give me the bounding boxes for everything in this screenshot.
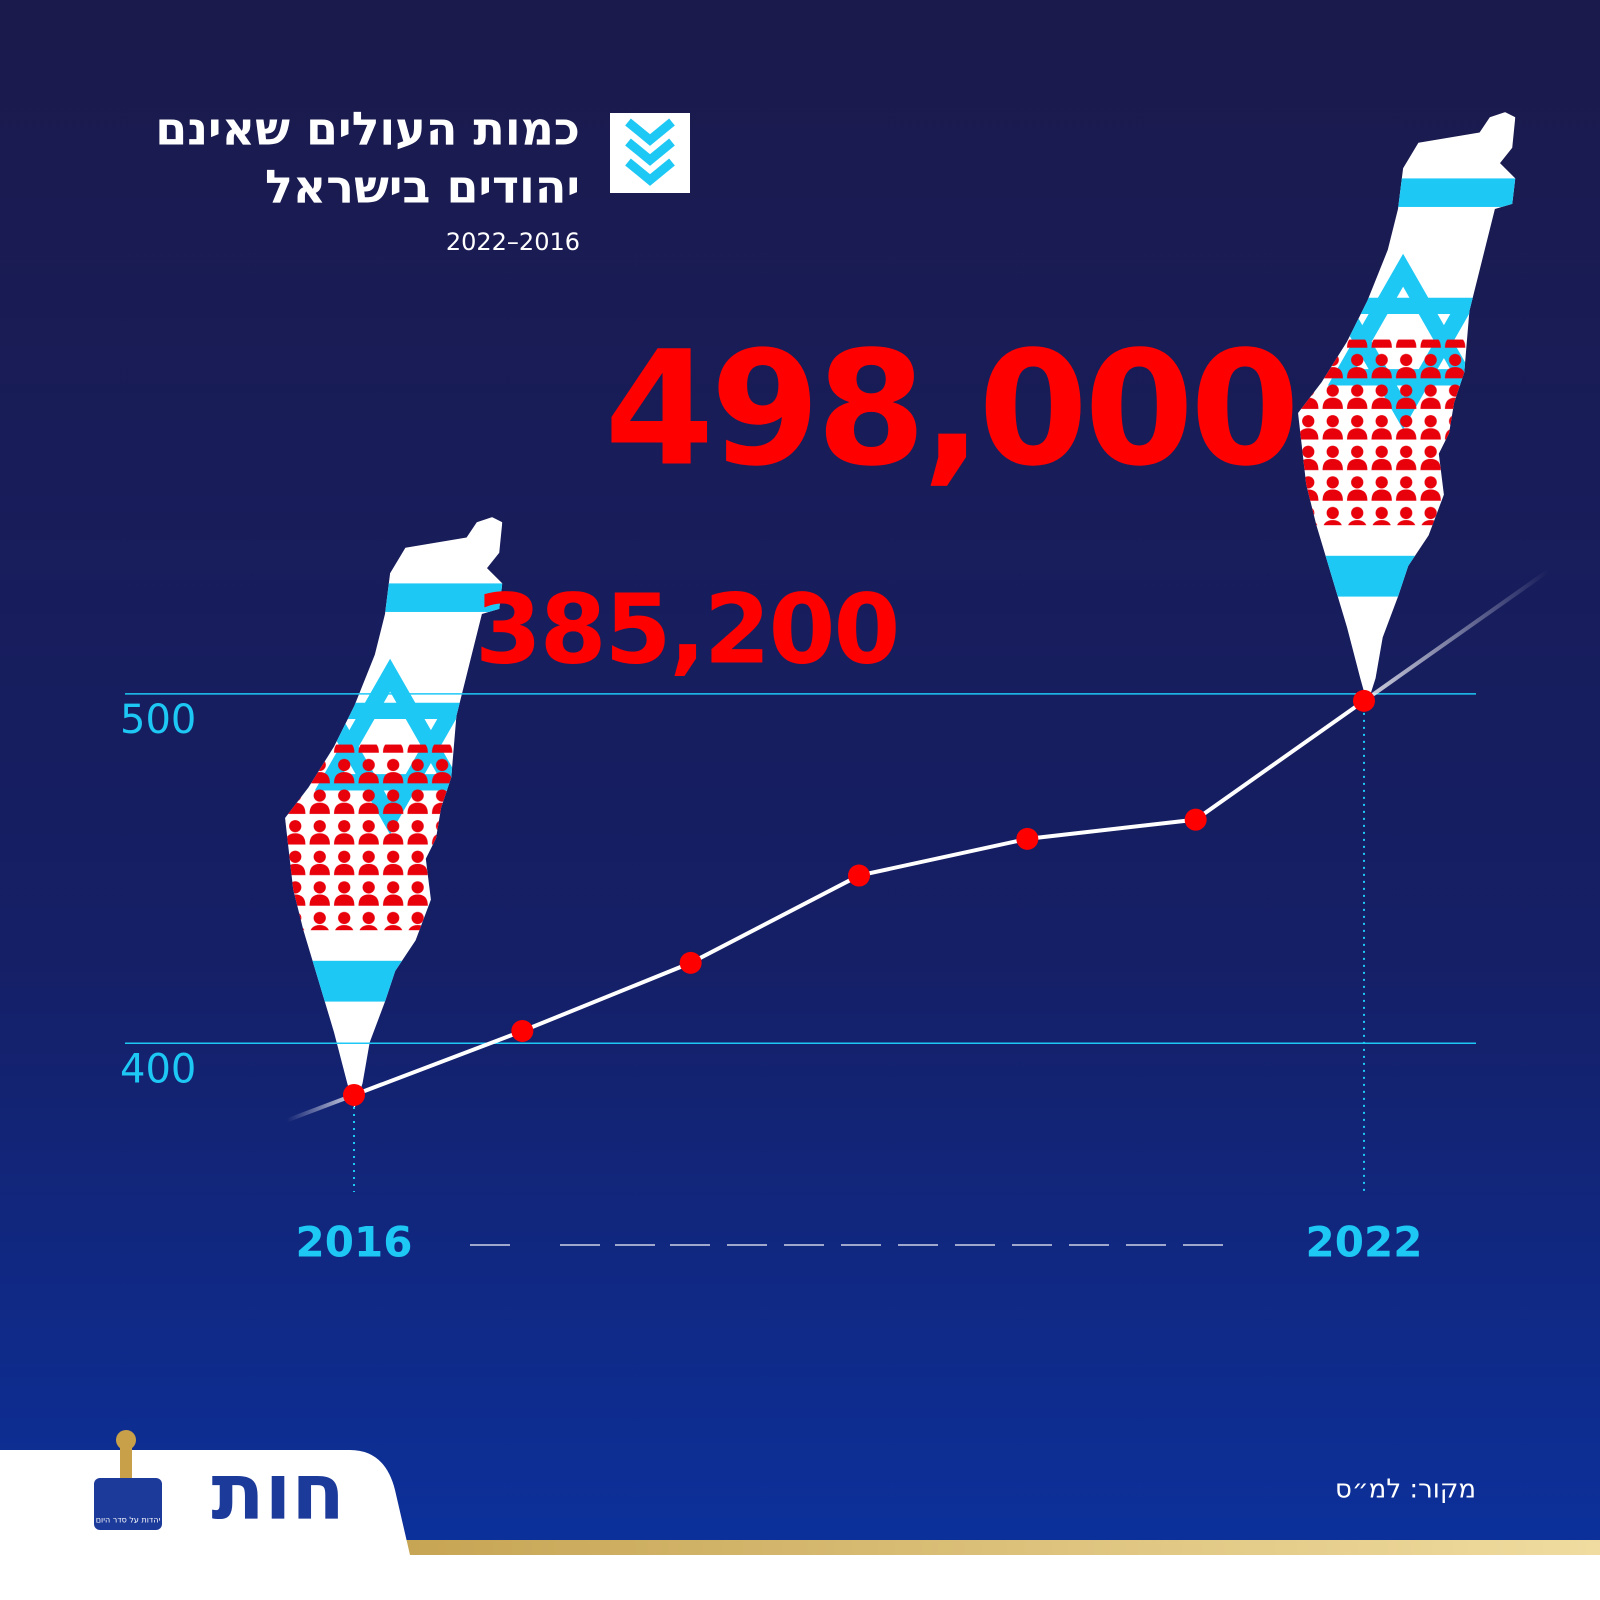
x-tick-label: 2016: [296, 1218, 413, 1267]
data-point: [1353, 689, 1375, 712]
y-tick-label: 400: [120, 1046, 196, 1092]
source-note: מקור: למ״ס: [1335, 1475, 1476, 1505]
logo-panel: [0, 1450, 410, 1555]
logo-icon: [94, 1430, 162, 1530]
logo-tagline: יהדות על סדר היום: [96, 1516, 161, 1525]
data-point: [679, 951, 702, 974]
line-extension: [1362, 568, 1551, 703]
chart-subtitle: 2022–2016: [446, 228, 580, 256]
data-point: [1016, 827, 1039, 850]
data-label: 498,000: [604, 317, 1296, 501]
data-point: [511, 1020, 534, 1043]
data-point: [343, 1083, 365, 1106]
y-tick-label: 500: [120, 697, 196, 743]
data-point: [1184, 808, 1207, 831]
chart-title: כמות העולים שאינם: [155, 102, 580, 156]
line-extension: [285, 1093, 355, 1123]
header-icon: [610, 113, 690, 193]
x-tick-label: 2022: [1306, 1218, 1423, 1267]
data-point: [848, 864, 870, 887]
footer-base: [0, 1555, 1600, 1600]
logo-text: חות: [211, 1447, 345, 1537]
data-label: 385,200: [475, 573, 898, 685]
chart-title: יהודים בישראל: [265, 160, 580, 214]
plot: 400 500 385,200 498,000 2016 2022: [120, 317, 1551, 1267]
